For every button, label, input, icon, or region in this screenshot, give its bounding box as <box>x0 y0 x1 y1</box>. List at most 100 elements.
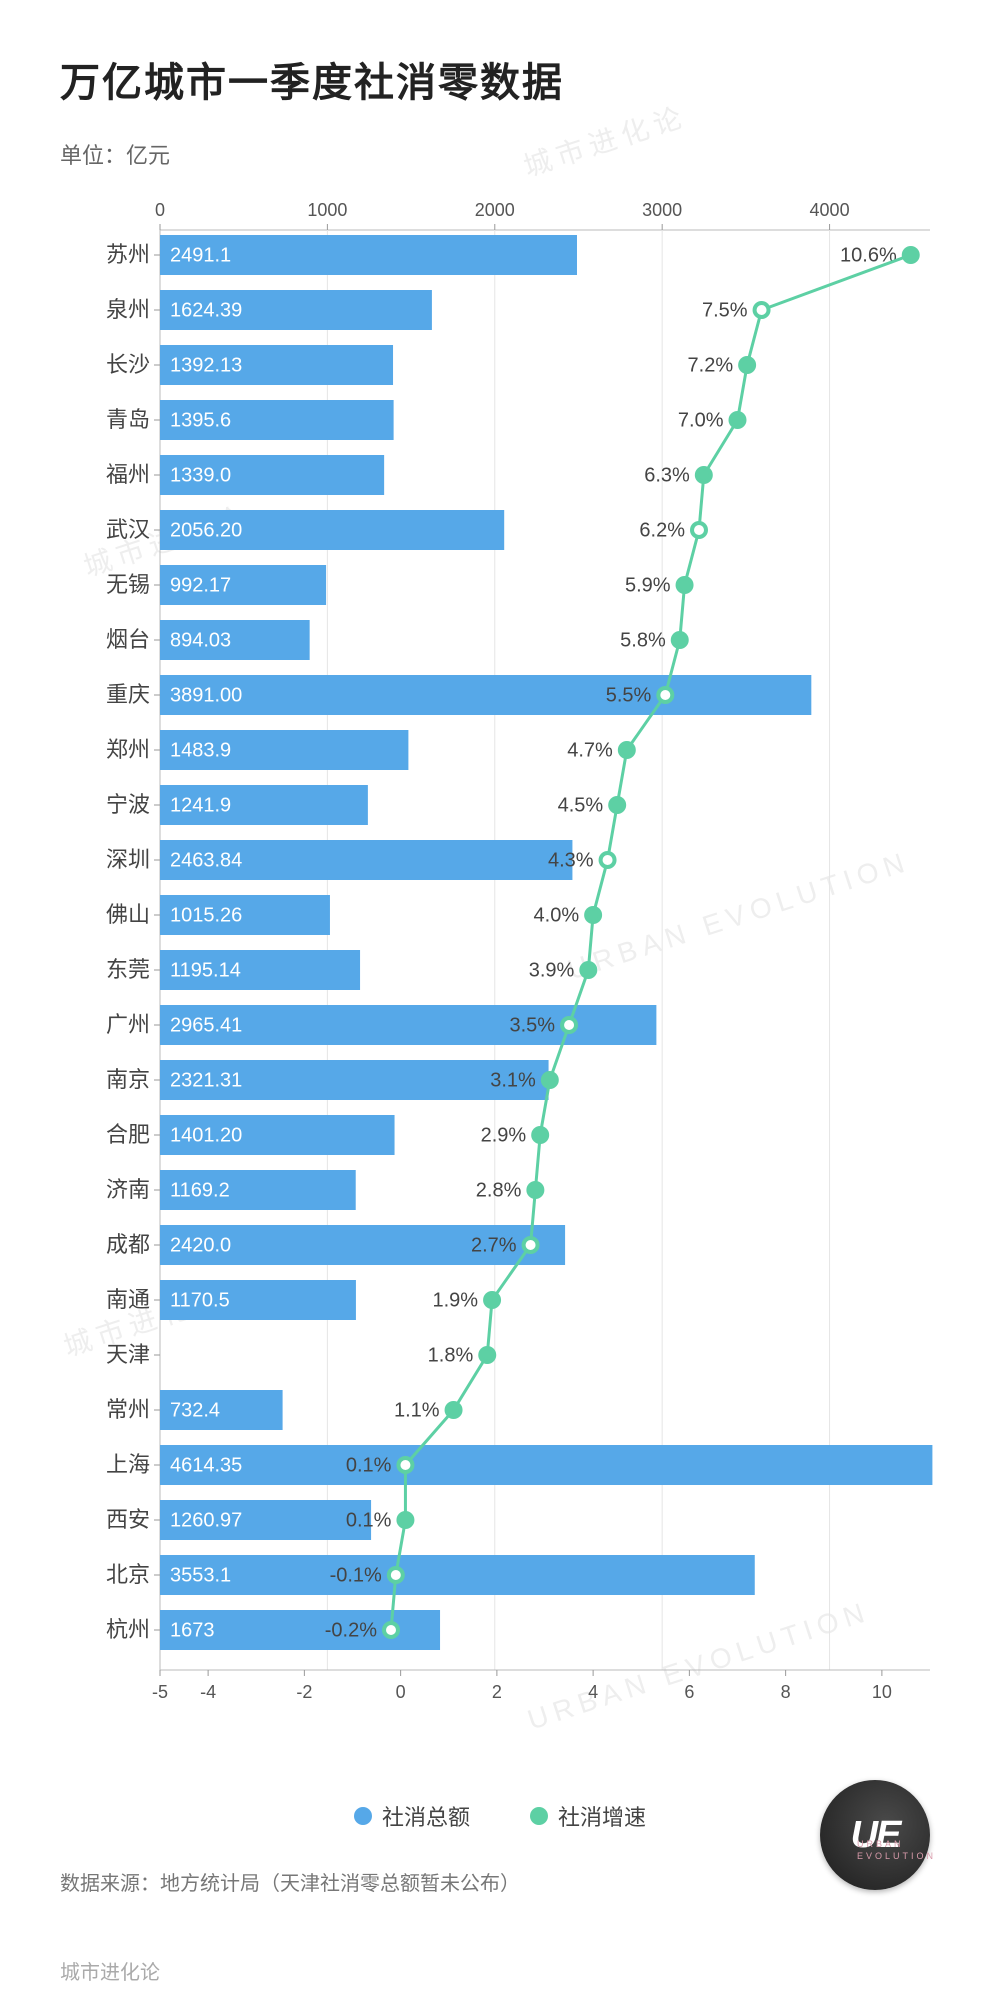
legend: 社消总额 社消增速 <box>60 1800 940 1832</box>
bar-value-label: 894.03 <box>170 629 231 651</box>
bar-value-label: 2321.31 <box>170 1069 242 1091</box>
rate-label: 7.5% <box>702 299 748 321</box>
rate-label: 4.0% <box>534 904 580 926</box>
rate-label: 3.1% <box>490 1069 536 1091</box>
legend-line: 社消增速 <box>530 1800 646 1832</box>
legend-bar-label: 社消总额 <box>382 1800 470 1832</box>
rate-label: -0.2% <box>325 1619 377 1641</box>
category-label: 天津 <box>106 1342 150 1367</box>
svg-text:6: 6 <box>684 1682 694 1702</box>
category-label: 武汉 <box>106 517 150 542</box>
rate-label: 5.9% <box>625 574 671 596</box>
category-label: 烟台 <box>106 627 150 652</box>
rate-label: 5.8% <box>620 629 666 651</box>
legend-bar-dot <box>354 1807 372 1825</box>
rate-label: 5.5% <box>606 684 652 706</box>
bar-value-label: 992.17 <box>170 574 231 596</box>
source-label: 数据来源：地方统计局（天津社消零总额暂未公布） <box>60 1867 940 1896</box>
svg-text:10: 10 <box>872 1682 892 1702</box>
svg-text:4: 4 <box>588 1682 598 1702</box>
svg-text:-4: -4 <box>200 1682 216 1702</box>
svg-text:3000: 3000 <box>642 200 682 220</box>
svg-text:0: 0 <box>155 200 165 220</box>
svg-text:0: 0 <box>396 1682 406 1702</box>
bar <box>160 675 811 715</box>
svg-text:-2: -2 <box>296 1682 312 1702</box>
category-label: 成都 <box>106 1232 150 1257</box>
rate-label: -0.1% <box>330 1564 382 1586</box>
category-label: 宁波 <box>106 792 150 817</box>
bar-value-label: 732.4 <box>170 1399 220 1421</box>
category-label: 常州 <box>106 1397 150 1422</box>
category-label: 长沙 <box>106 352 150 377</box>
rate-label: 7.2% <box>688 354 734 376</box>
chart-title: 万亿城市一季度社消零数据 <box>60 50 940 108</box>
bar-value-label: 1260.97 <box>170 1509 242 1531</box>
bar-value-label: 1401.20 <box>170 1124 242 1146</box>
rate-label: 0.1% <box>346 1509 392 1531</box>
bar-value-label: 1395.6 <box>170 409 231 431</box>
rate-label: 3.5% <box>509 1014 555 1036</box>
svg-text:8: 8 <box>781 1682 791 1702</box>
bar-value-label: 1392.13 <box>170 354 242 376</box>
bar-value-label: 1015.26 <box>170 904 242 926</box>
bar-value-label: 2491.1 <box>170 244 231 266</box>
rate-label: 0.1% <box>346 1454 392 1476</box>
bar-value-label: 1241.9 <box>170 794 231 816</box>
bar-value-label: 4614.35 <box>170 1454 242 1476</box>
bar-value-label: 2463.84 <box>170 849 242 871</box>
bar-value-label: 1339.0 <box>170 464 231 486</box>
legend-bar: 社消总额 <box>354 1800 470 1832</box>
category-label: 重庆 <box>106 682 150 707</box>
unit-label: 单位：亿元 <box>60 138 940 170</box>
bar-value-label: 1170.5 <box>170 1289 230 1311</box>
rate-label: 1.9% <box>432 1289 478 1311</box>
rate-label: 1.1% <box>394 1399 440 1421</box>
rate-label: 6.3% <box>644 464 690 486</box>
brand-label: 城市进化论 <box>60 1956 940 1985</box>
svg-text:2: 2 <box>492 1682 502 1702</box>
category-label: 东莞 <box>106 957 150 982</box>
logo-subtext: URBANEVOLUTION <box>857 1838 936 1862</box>
category-label: 佛山 <box>106 902 150 927</box>
rate-label: 2.8% <box>476 1179 522 1201</box>
bar-value-label: 2965.41 <box>170 1014 242 1036</box>
rate-label: 6.2% <box>639 519 685 541</box>
rate-label: 2.7% <box>471 1234 517 1256</box>
category-label: 上海 <box>106 1452 150 1477</box>
category-label: 西安 <box>106 1507 150 1532</box>
category-label: 广州 <box>106 1012 150 1037</box>
rate-label: 4.5% <box>558 794 604 816</box>
category-label: 福州 <box>106 462 150 487</box>
bar <box>160 1445 932 1485</box>
category-label: 合肥 <box>106 1122 150 1147</box>
category-label: 杭州 <box>106 1617 150 1642</box>
category-label: 济南 <box>106 1177 150 1202</box>
bar-value-label: 3891.00 <box>170 684 242 706</box>
svg-text:1000: 1000 <box>307 200 347 220</box>
bar-value-label: 1483.9 <box>170 739 231 761</box>
category-label: 南通 <box>106 1287 150 1312</box>
bar-value-label: 3553.1 <box>170 1564 231 1586</box>
category-label: 泉州 <box>106 297 150 322</box>
bar-value-label: 1624.39 <box>170 299 242 321</box>
category-label: 南京 <box>106 1067 150 1092</box>
chart-svg: 01000200030004000-5-4-20246810苏州2491.110… <box>60 180 940 1760</box>
rate-label: 3.9% <box>529 959 575 981</box>
category-label: 苏州 <box>106 242 150 267</box>
svg-text:4000: 4000 <box>810 200 850 220</box>
category-label: 郑州 <box>106 737 150 762</box>
category-label: 无锡 <box>106 572 150 597</box>
svg-text:2000: 2000 <box>475 200 515 220</box>
chart: 01000200030004000-5-4-20246810苏州2491.110… <box>60 180 940 1780</box>
category-label: 北京 <box>106 1562 150 1587</box>
rate-label: 7.0% <box>678 409 724 431</box>
bar-value-label: 1673 <box>170 1619 215 1641</box>
bar-value-label: 1169.2 <box>170 1179 230 1201</box>
category-label: 青岛 <box>106 407 150 432</box>
rate-label: 2.9% <box>481 1124 527 1146</box>
rate-line <box>391 255 911 1630</box>
rate-label: 4.3% <box>548 849 594 871</box>
category-label: 深圳 <box>106 847 150 872</box>
bar-value-label: 2420.0 <box>170 1234 231 1256</box>
